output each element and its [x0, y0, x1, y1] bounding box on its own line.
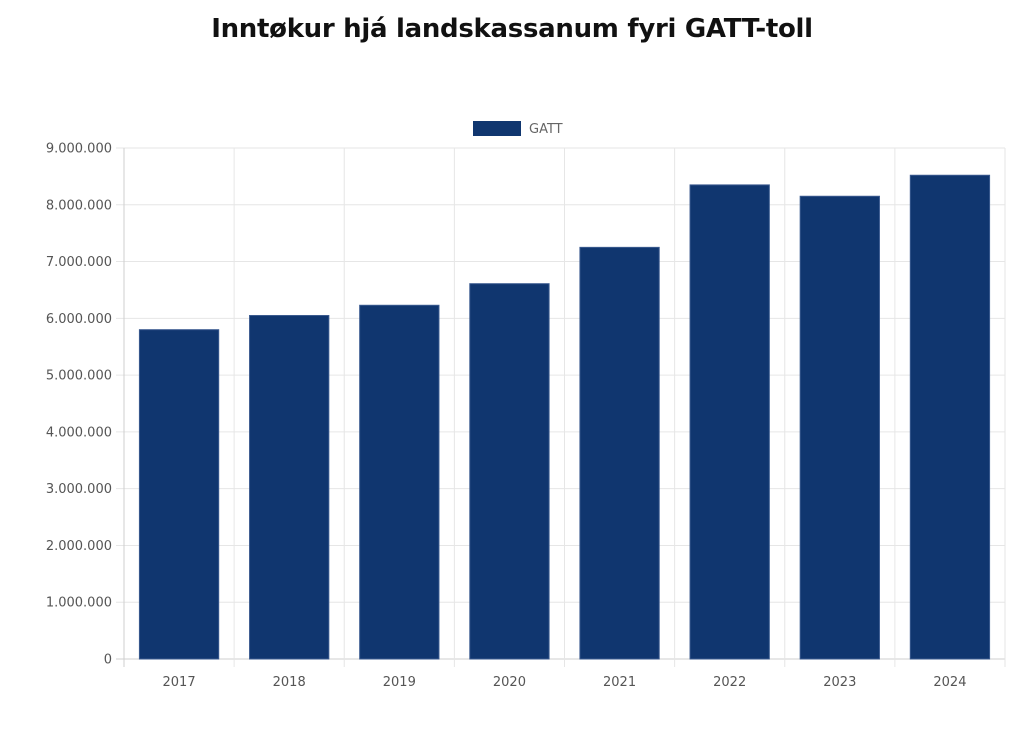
- x-tick-label: 2022: [713, 675, 746, 690]
- legend-swatch: [473, 121, 521, 136]
- bar-2022[interactable]: [689, 184, 770, 660]
- bar-2018[interactable]: [249, 314, 330, 660]
- legend-label: GATT: [529, 122, 563, 137]
- y-tick-label: 7.000.000: [46, 255, 112, 270]
- bar-2020[interactable]: [469, 283, 550, 660]
- legend: GATT: [473, 121, 563, 137]
- x-tick-label: 2023: [823, 675, 856, 690]
- x-tick-label: 2024: [933, 675, 966, 690]
- bar-2021[interactable]: [579, 246, 660, 660]
- y-tick-label: 0: [104, 653, 112, 668]
- y-tick-label: 1.000.000: [46, 596, 112, 611]
- x-tick-label: 2017: [163, 675, 196, 690]
- y-tick-label: 9.000.000: [46, 142, 112, 157]
- y-axis: 0 1.000.000 2.000.000 3.000.000 4.000.000 5.0…: [46, 142, 112, 668]
- bar-2019[interactable]: [359, 304, 440, 660]
- y-tick-label: 2.000.000: [46, 539, 112, 554]
- chart-title: Inntøkur hjá landskassanum fyri GATT-tol…: [211, 14, 813, 44]
- x-tick-label: 2021: [603, 675, 636, 690]
- x-tick-label: 2018: [273, 675, 306, 690]
- y-tick-label: 8.000.000: [46, 198, 112, 213]
- bar-2017[interactable]: [138, 329, 220, 660]
- y-tick-label: 4.000.000: [46, 425, 112, 440]
- y-tick-label: 6.000.000: [46, 312, 112, 327]
- bar-2023[interactable]: [799, 195, 880, 660]
- x-tick-label: 2020: [493, 675, 526, 690]
- y-tick-label: 5.000.000: [46, 369, 112, 384]
- y-tick-label: 3.000.000: [46, 482, 112, 497]
- bar-2024[interactable]: [909, 174, 991, 660]
- x-tick-label: 2019: [383, 675, 416, 690]
- x-axis: 2017 2018 2019 2020 2021 2022 2023 2024: [163, 675, 967, 690]
- bars: [138, 174, 991, 660]
